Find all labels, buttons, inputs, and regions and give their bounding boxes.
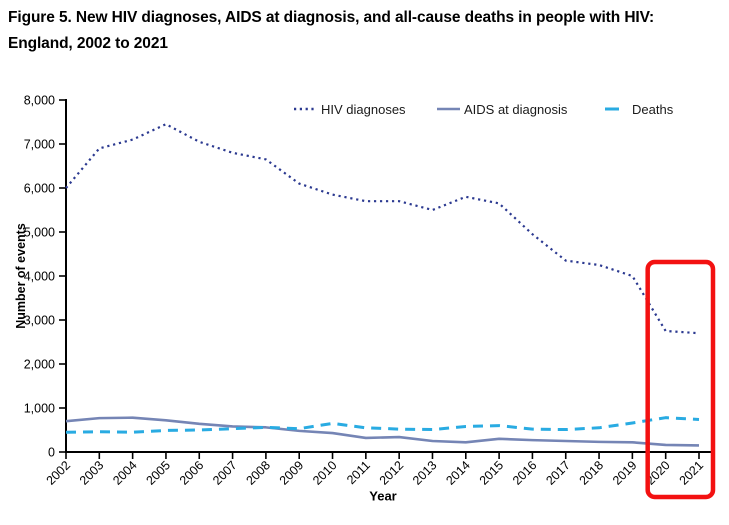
series-line-aids-at-diagnosis <box>65 416 700 447</box>
y-tick-label: 8,000 <box>24 94 55 108</box>
x-tick-label: 2011 <box>344 458 373 487</box>
x-tick-label: 2018 <box>577 458 607 488</box>
x-tick-label: 2006 <box>177 458 207 488</box>
x-tick-label: 2021 <box>677 458 707 488</box>
y-tick-label: 6,000 <box>24 182 55 196</box>
legend-item-hiv-diagnoses: HIV diagnoses <box>293 101 406 117</box>
y-axis-title: Number of events <box>14 223 28 329</box>
series-line-hiv-diagnoses <box>65 123 700 335</box>
x-tick-label: 2004 <box>110 458 140 488</box>
x-tick-label: 2008 <box>243 458 273 488</box>
hiv-diagnoses-dotted-line-icon <box>294 107 316 111</box>
y-tick-label: 0 <box>48 446 55 460</box>
x-axis-title: Year <box>369 488 397 504</box>
x-tick-label: 2010 <box>310 458 340 488</box>
x-tick-label: 2002 <box>44 458 74 488</box>
y-tick-label: 7,000 <box>24 138 55 152</box>
legend-label-deaths: Deaths <box>632 101 674 117</box>
highlight-box <box>645 259 716 500</box>
x-tick-label: 2013 <box>410 458 440 488</box>
y-tick-label: 3,000 <box>24 314 55 328</box>
legend-label-hiv-diagnoses: HIV diagnoses <box>321 101 406 117</box>
series-line-deaths <box>65 416 700 434</box>
legend-label-aids-at-diagnosis: AIDS at diagnosis <box>464 101 568 117</box>
x-tick-label: 2017 <box>543 458 573 488</box>
deaths-dashed-line-icon <box>605 107 619 111</box>
x-tick-label: 2009 <box>277 458 307 488</box>
x-tick-label: 2007 <box>210 458 240 488</box>
x-tick-label: 2016 <box>510 458 540 488</box>
legend-item-deaths: Deaths <box>604 101 673 117</box>
x-tick-label: 2005 <box>144 458 174 488</box>
x-tick-label: 2003 <box>77 458 107 488</box>
x-tick-label: 2015 <box>477 458 507 488</box>
x-tick-label: 2014 <box>443 458 473 488</box>
y-tick-label: 2,000 <box>24 358 55 372</box>
x-tick-label: 2019 <box>610 458 640 488</box>
aids-at-diagnosis-solid-line-icon <box>437 107 460 111</box>
figure-title: Figure 5. New HIV diagnoses, AIDS at dia… <box>8 9 655 52</box>
y-tick-label: 4,000 <box>24 270 55 284</box>
x-tick-label: 2012 <box>377 458 407 488</box>
y-tick-label: 1,000 <box>24 402 55 416</box>
legend-item-aids-at-diagnosis: AIDS at diagnosis <box>437 101 567 117</box>
y-tick-label: 5,000 <box>24 226 55 240</box>
